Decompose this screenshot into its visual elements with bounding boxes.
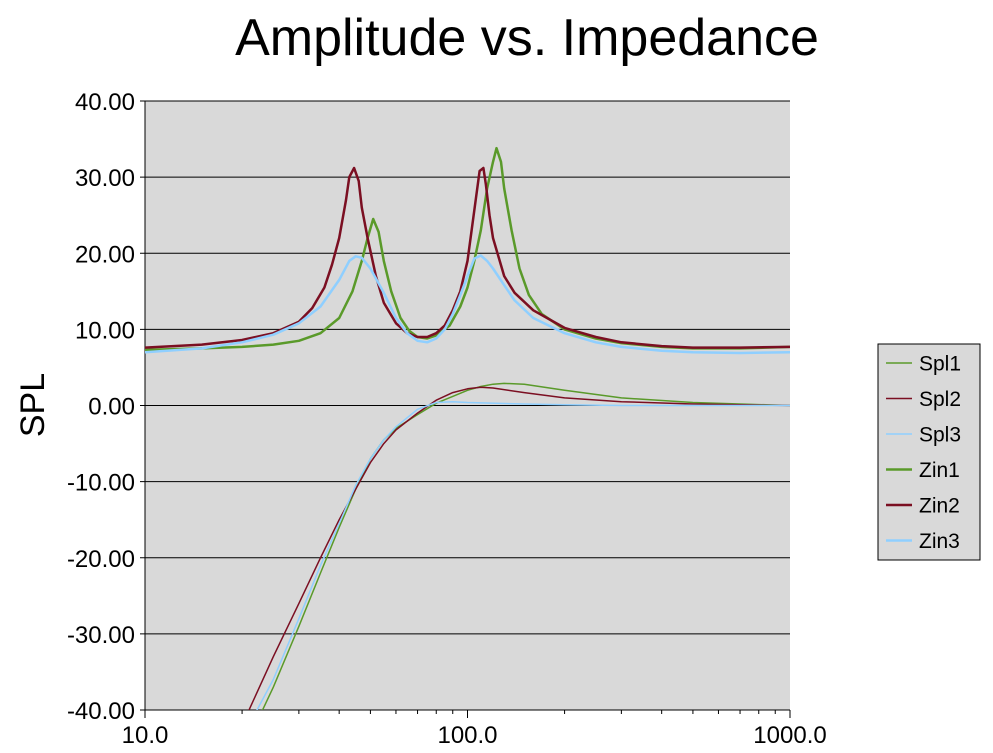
- series-line-zin2: [145, 166, 790, 349]
- y-axis-label: SPL: [14, 373, 52, 437]
- legend-label: Spl2: [919, 388, 961, 411]
- legend-label: Zin2: [919, 495, 960, 518]
- series-group: [145, 146, 790, 710]
- series-line-spl1: [261, 382, 790, 710]
- y-tick-label: 20.00: [75, 241, 135, 268]
- y-tick-label: -30.00: [67, 622, 135, 649]
- x-tick-label: 10.0: [122, 722, 169, 749]
- chart-title: Amplitude vs. Impedance: [235, 9, 819, 67]
- y-tick-label: 10.00: [75, 317, 135, 344]
- legend-box: [877, 343, 981, 561]
- y-tick-label: -40.00: [67, 698, 135, 725]
- axes: 40.00 30.00 20.00 10.00 0.00 -10.00 -20.00 -30.…: [67, 89, 827, 749]
- legend-label: Zin1: [919, 459, 960, 482]
- x-tick-label: 1000.0: [753, 722, 826, 749]
- legend-label: Spl3: [919, 424, 961, 447]
- y-tick-label: -10.00: [67, 470, 135, 497]
- y-tick-label: -20.00: [67, 546, 135, 573]
- legend-label: Zin3: [919, 530, 960, 553]
- legend-label: Spl1: [919, 353, 961, 376]
- legend: Spl1 Spl2 Spl3 Zin1 Zin2 Zin3: [877, 343, 981, 561]
- series-line-zin3: [145, 254, 790, 355]
- y-tick-label: 0.00: [88, 394, 135, 421]
- y-tick-label: 40.00: [75, 89, 135, 116]
- x-tick-label: 100.0: [437, 722, 497, 749]
- y-tick-label: 30.00: [75, 165, 135, 192]
- series-line-spl3: [256, 400, 790, 710]
